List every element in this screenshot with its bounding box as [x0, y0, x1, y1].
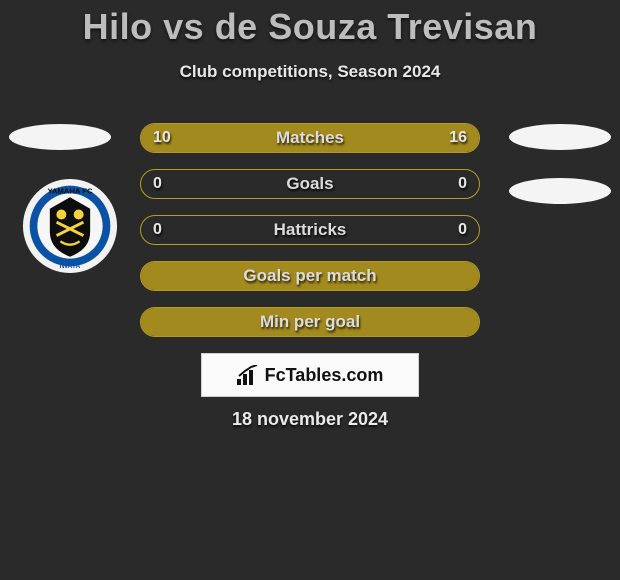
svg-text:YAMAHA FC: YAMAHA FC: [47, 186, 92, 195]
stat-row-matches: 10 16 Matches: [140, 123, 480, 153]
player-left-logo-placeholder: [9, 124, 111, 150]
attribution-box: FcTables.com: [201, 353, 419, 397]
date-label: 18 november 2024: [232, 409, 388, 430]
stats-bars: 10 16 Matches 0 0 Goals 0 0 Hattricks Goals per m…: [140, 123, 480, 353]
page-title: Hilo vs de Souza Trevisan: [0, 0, 620, 48]
stat-value-left: 0: [153, 175, 162, 193]
svg-text:IWATA: IWATA: [60, 263, 81, 270]
stat-label: Hattricks: [274, 220, 347, 240]
stat-value-right: 0: [458, 221, 467, 239]
player-right-club-placeholder: [509, 178, 611, 204]
subtitle: Club competitions, Season 2024: [0, 62, 620, 82]
stat-value-left: 0: [153, 221, 162, 239]
stat-label: Goals per match: [243, 266, 376, 286]
player-right-logo-placeholder: [509, 124, 611, 150]
stat-label: Goals: [286, 174, 333, 194]
stat-value-right: 16: [449, 129, 467, 147]
club-badge-left: YAMAHA FC IWATA: [22, 178, 118, 274]
chart-icon: [237, 365, 259, 385]
stat-row-goals: 0 0 Goals: [140, 169, 480, 199]
stat-label: Min per goal: [260, 312, 360, 332]
stat-row-hattricks: 0 0 Hattricks: [140, 215, 480, 245]
stat-value-left: 10: [153, 129, 171, 147]
stat-label: Matches: [276, 128, 344, 148]
stat-row-min-per-goal: Min per goal: [140, 307, 480, 337]
stat-row-goals-per-match: Goals per match: [140, 261, 480, 291]
stat-value-right: 0: [458, 175, 467, 193]
attribution-text: FcTables.com: [265, 365, 384, 386]
